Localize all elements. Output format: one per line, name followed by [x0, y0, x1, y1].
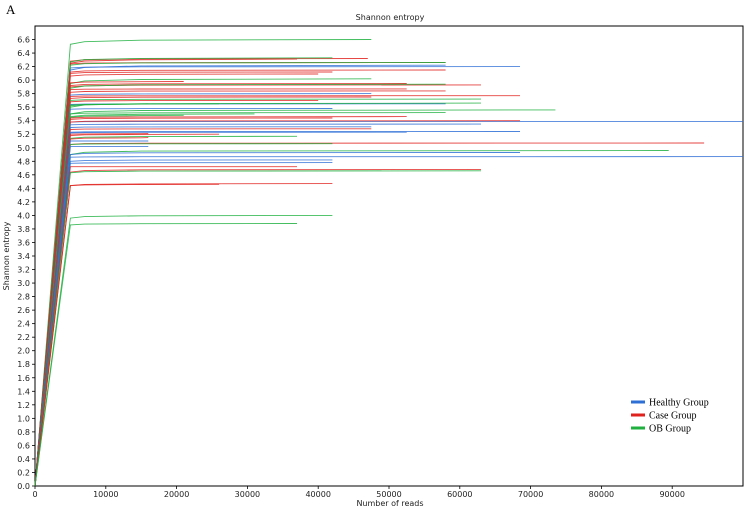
legend-label: Case Group: [649, 411, 697, 422]
y-tick-label: 3.8: [17, 225, 30, 234]
y-tick-label: 2.6: [17, 306, 30, 315]
x-tick-label: 50000: [376, 490, 401, 499]
x-tick-label: 30000: [235, 490, 260, 499]
y-tick-label: 5.4: [17, 117, 30, 126]
y-tick-label: 2.0: [17, 347, 30, 356]
y-tick-label: 2.8: [17, 293, 30, 302]
x-tick-label: 10000: [93, 490, 118, 499]
y-tick-label: 6.6: [17, 36, 30, 45]
legend: Healthy Group Case Group OB Group: [631, 398, 709, 435]
y-tick-label: 4.4: [17, 184, 30, 193]
curve-ob-group-60: [34, 223, 298, 487]
legend-label: Healthy Group: [649, 398, 709, 409]
x-axis: 0 10000 20000 30000 40000 50000 60000 70000 8000…: [32, 486, 685, 499]
y-tick-label: 1.8: [17, 360, 30, 369]
y-tick-label: 4.8: [17, 157, 30, 166]
curve-ob-group-56: [34, 170, 482, 487]
y-tick-label: 1.2: [17, 401, 30, 410]
x-tick-label: 90000: [659, 490, 684, 499]
x-tick-label: 80000: [589, 490, 614, 499]
y-tick-label: 1.4: [17, 387, 30, 396]
curve-case-group-58: [34, 183, 333, 487]
curve-ob-group-0: [34, 39, 372, 487]
y-tick-label: 6.4: [17, 49, 30, 58]
x-tick-label: 20000: [164, 490, 189, 499]
x-axis-label: Number of reads: [356, 499, 423, 508]
y-tick-label: 3.4: [17, 252, 30, 261]
y-tick-label: 5.0: [17, 144, 30, 153]
curve-ob-group-59: [34, 214, 333, 487]
y-tick-label: 5.8: [17, 90, 30, 99]
y-tick-label: 2.2: [17, 333, 30, 342]
x-tick-label: 0: [32, 490, 37, 499]
y-tick-label: 2.4: [17, 320, 30, 329]
y-tick-label: 1.0: [17, 414, 30, 423]
y-tick-label: 5.2: [17, 130, 30, 139]
y-tick-label: 1.6: [17, 374, 30, 383]
chart-title: Shannon entropy: [356, 13, 425, 22]
x-tick-label: 40000: [305, 490, 330, 499]
panel-label: A: [6, 2, 16, 17]
y-tick-label: 0.4: [17, 455, 30, 464]
y-tick-label: 0.2: [17, 468, 30, 477]
legend-label: OB Group: [649, 424, 691, 435]
y-tick-label: 3.6: [17, 238, 30, 247]
y-tick-label: 4.2: [17, 198, 30, 207]
y-tick-label: 4.0: [17, 211, 30, 220]
y-tick-label: 6.0: [17, 76, 30, 85]
y-axis: 0.0 0.2 0.4 0.6 0.8 1.0 1.2 1.4 1.6 1.8 2.0 2.2 2.4 2…: [17, 36, 35, 491]
y-tick-label: 0.8: [17, 428, 30, 437]
curve-healthy-group-48: [34, 145, 149, 487]
y-tick-label: 0.0: [17, 482, 30, 491]
y-tick-label: 3.0: [17, 279, 30, 288]
y-tick-label: 5.6: [17, 103, 30, 112]
y-tick-label: 0.6: [17, 441, 30, 450]
y-tick-label: 3.2: [17, 266, 30, 275]
y-tick-label: 6.2: [17, 63, 30, 72]
plot-frame: [34, 25, 744, 487]
curves-group: [34, 39, 744, 487]
y-axis-label: Shannon entropy: [2, 221, 11, 290]
y-tick-label: 4.6: [17, 171, 30, 180]
x-tick-label: 70000: [518, 490, 543, 499]
x-tick-label: 60000: [447, 490, 472, 499]
